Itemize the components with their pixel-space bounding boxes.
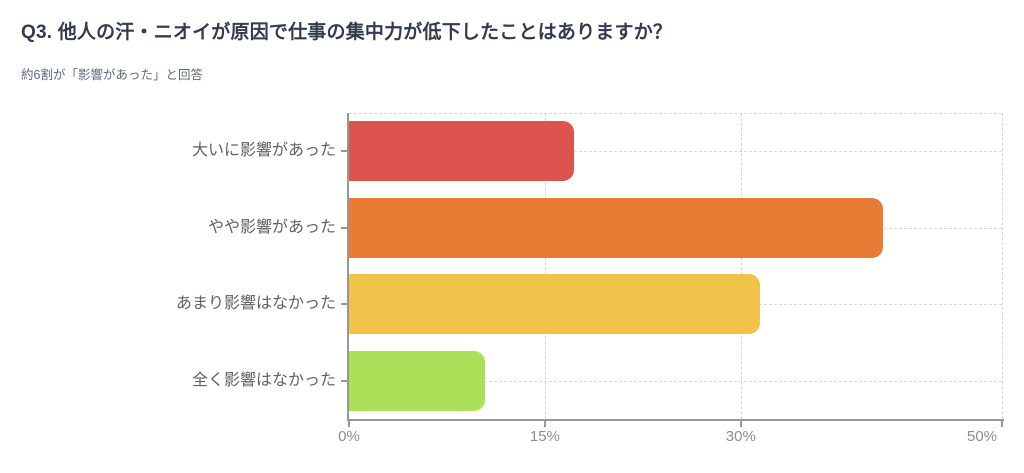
category-label: あまり影響はなかった bbox=[175, 295, 336, 313]
x-tick-label: 0% bbox=[338, 428, 360, 445]
gridline-horizontal bbox=[349, 380, 1002, 382]
y-axis-tick bbox=[341, 303, 349, 306]
gridline-horizontal bbox=[349, 113, 1002, 114]
x-tick-label: 50% bbox=[966, 428, 998, 445]
y-axis-tick bbox=[341, 226, 349, 229]
gridline-vertical bbox=[544, 113, 546, 419]
x-axis-tick bbox=[739, 419, 742, 427]
y-axis-tick bbox=[341, 379, 349, 382]
bar bbox=[349, 121, 574, 182]
y-axis-line bbox=[347, 113, 349, 419]
gridline-horizontal bbox=[349, 151, 1002, 153]
category-label: 大いに影響があった bbox=[191, 142, 336, 160]
gridline-vertical bbox=[1002, 113, 1003, 419]
x-axis-tick bbox=[543, 419, 546, 427]
bar bbox=[349, 350, 485, 411]
x-tick-label: 30% bbox=[725, 428, 756, 445]
page-title: Q3. 他人の汗・ニオイが原因で仕事の集中力が低下したことはありますか？ bbox=[21, 22, 673, 43]
gridline-vertical bbox=[740, 113, 742, 419]
x-axis-tick bbox=[348, 419, 350, 427]
category-label: 全く影響はなかった bbox=[191, 371, 336, 389]
y-axis-tick bbox=[341, 150, 349, 153]
x-tick-label: 15% bbox=[529, 428, 560, 445]
x-axis-tick bbox=[1001, 419, 1003, 427]
bar bbox=[349, 197, 884, 258]
category-label: やや影響があった bbox=[207, 218, 336, 236]
bar bbox=[349, 274, 761, 335]
page-subtitle: 約6割が「影響があった」と回答 bbox=[21, 68, 203, 82]
x-axis-line bbox=[347, 419, 1004, 421]
